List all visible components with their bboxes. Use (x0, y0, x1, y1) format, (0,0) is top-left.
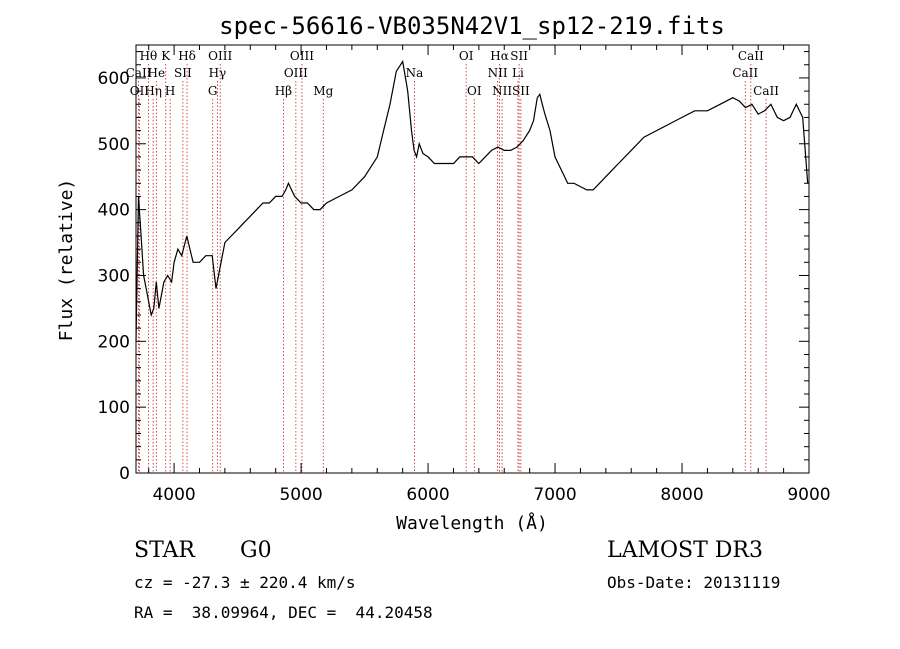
spectral-line-label: Hγ (209, 66, 227, 80)
x-tick-label: 9000 (787, 485, 830, 505)
object-class: STAR (134, 538, 195, 563)
spectral-line-label: OI (459, 49, 474, 63)
spectral-line-label: H (165, 84, 175, 98)
spectral-line-label: Hβ (275, 84, 292, 98)
spectral-line-markers (138, 64, 767, 473)
spectral-line-label: SII (174, 66, 192, 80)
spectral-line-label: G (208, 84, 218, 98)
x-tick-label: 8000 (660, 485, 703, 505)
y-tick-label: 400 (98, 201, 130, 221)
spectral-line-label: OIII (290, 49, 314, 63)
chart-title: spec-56616-VB035N42V1_sp12-219.fits (219, 12, 725, 40)
x-tick-label: 4000 (152, 485, 195, 505)
spectral-line-label: Hθ (140, 49, 158, 63)
survey-name: LAMOST DR3 (607, 538, 763, 563)
spectrum-line (135, 59, 809, 342)
spectral-line-label: OIII (208, 49, 232, 63)
y-tick-label: 200 (98, 332, 130, 352)
redshift-cz: cz = -27.3 ± 220.4 km/s (134, 573, 356, 592)
x-tick-label: 7000 (533, 485, 576, 505)
spectral-line-label: NII (492, 84, 512, 98)
spectral-line-label: SII (510, 49, 528, 63)
spectral-line-label: CaII (753, 84, 779, 98)
spectral-line-label: NII (488, 66, 508, 80)
spectral-line-label: He (148, 66, 166, 80)
x-tick-label: 6000 (406, 485, 449, 505)
spectral-line-label: Hδ (178, 49, 196, 63)
spectral-line-label: Na (406, 66, 424, 80)
plot-frame (135, 44, 810, 474)
x-tick-label: 5000 (279, 485, 322, 505)
y-axis-ticks: 0 100 200 300 400 500 600 (98, 51, 809, 484)
spectral-line-label: CaII (126, 66, 152, 80)
obs-date: Obs-Date: 20131119 (607, 573, 781, 592)
spectral-line-label: SII (512, 84, 530, 98)
spectral-line-label: CaII (738, 49, 764, 63)
y-axis-label: Flux (relative) (56, 179, 77, 342)
coordinates: RA = 38.09964, DEC = 44.20458 (134, 603, 433, 622)
spectral-line-label: Hη (144, 84, 162, 98)
spectral-line-label: K (161, 49, 171, 63)
object-subclass: G0 (240, 538, 272, 563)
spectral-line-label: Mg (313, 84, 333, 98)
x-axis-label: Wavelength (Å) (396, 512, 548, 534)
y-tick-label: 600 (98, 69, 130, 89)
spectral-line-label: Li (512, 66, 524, 80)
spectral-line-label: Hα (490, 49, 509, 63)
spectral-line-label: OI (467, 84, 482, 98)
y-tick-label: 300 (98, 266, 130, 286)
spectral-line-label: CaII (732, 66, 758, 80)
y-tick-label: 0 (119, 464, 130, 484)
y-tick-label: 500 (98, 135, 130, 155)
x-axis-ticks: 4000 5000 6000 7000 8000 9000 (148, 45, 831, 505)
y-tick-label: 100 (98, 398, 130, 418)
spectral-line-label: OIII (284, 66, 308, 80)
